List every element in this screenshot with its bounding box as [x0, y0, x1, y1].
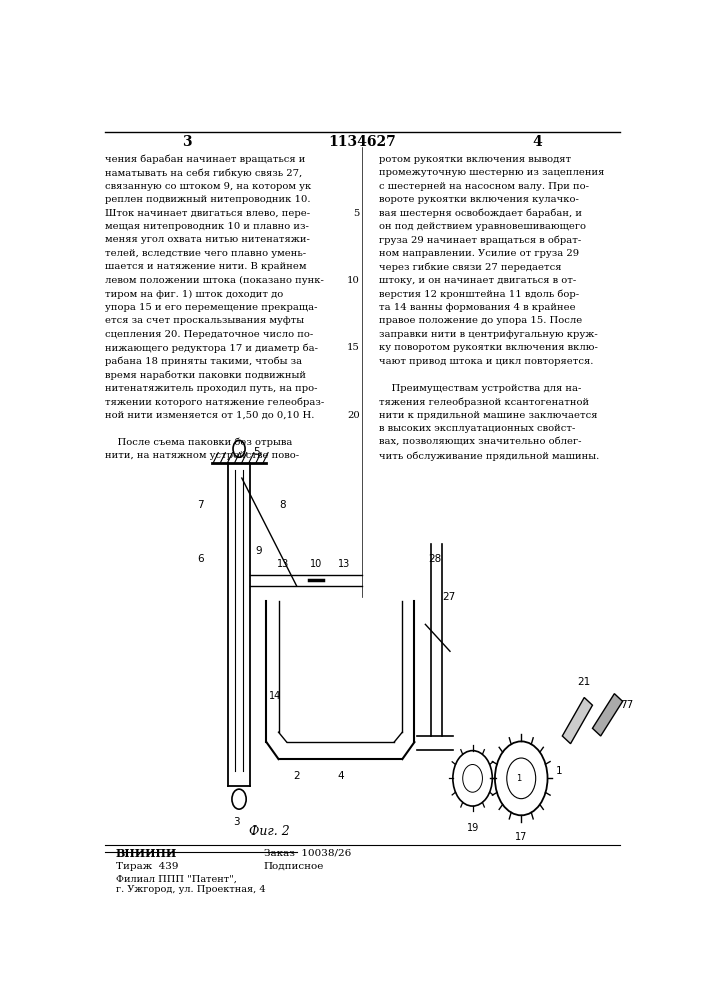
Text: мещая нитепроводник 10 и плавно из-: мещая нитепроводник 10 и плавно из- — [105, 222, 309, 231]
Text: 10: 10 — [310, 559, 322, 569]
Text: промежуточную шестерню из зацепления: промежуточную шестерню из зацепления — [379, 168, 604, 177]
Text: 28: 28 — [428, 554, 441, 564]
Text: Тираж  439: Тираж 439 — [116, 862, 178, 871]
Text: 13: 13 — [338, 559, 350, 569]
Text: 1134627: 1134627 — [329, 135, 396, 149]
Text: наматывать на себя гибкую связь 27,: наматывать на себя гибкую связь 27, — [105, 168, 302, 178]
Text: верстия 12 кронштейна 11 вдоль бор-: верстия 12 кронштейна 11 вдоль бор- — [379, 289, 579, 299]
Text: 2: 2 — [293, 771, 300, 781]
Text: 1: 1 — [556, 766, 562, 776]
Text: 19: 19 — [467, 823, 479, 833]
Text: связанную со штоком 9, на котором ук: связанную со штоком 9, на котором ук — [105, 182, 311, 191]
Text: 13: 13 — [276, 559, 289, 569]
Text: тяжении которого натяжение гелеобраз-: тяжении которого натяжение гелеобраз- — [105, 397, 324, 407]
Polygon shape — [592, 694, 623, 736]
Text: нити к прядильной машине заключается: нити к прядильной машине заключается — [379, 411, 597, 420]
Text: телей, вследствие чего плавно умень-: телей, вследствие чего плавно умень- — [105, 249, 306, 258]
Text: в высоких эксплуатационных свойст-: в высоких эксплуатационных свойст- — [379, 424, 575, 433]
Text: 1: 1 — [516, 774, 521, 783]
Text: 21: 21 — [578, 677, 591, 687]
Text: ной нити изменяется от 1,50 до 0,10 Н.: ной нити изменяется от 1,50 до 0,10 Н. — [105, 411, 314, 420]
Text: тяжения гелеобразной ксантогенатной: тяжения гелеобразной ксантогенатной — [379, 397, 589, 407]
Text: 17: 17 — [515, 832, 527, 842]
Text: время наработки паковки подвижный: время наработки паковки подвижный — [105, 370, 306, 380]
Text: тиром на фиг. 1) шток доходит до: тиром на фиг. 1) шток доходит до — [105, 289, 283, 299]
Text: заправки нити в центрифугальную круж-: заправки нити в центрифугальную круж- — [379, 330, 597, 339]
Text: Шток начинает двигаться влево, пере-: Шток начинает двигаться влево, пере- — [105, 209, 310, 218]
Text: Преимуществам устройства для на-: Преимуществам устройства для на- — [379, 384, 581, 393]
Text: Фиг. 2: Фиг. 2 — [249, 825, 290, 838]
Text: 15: 15 — [346, 343, 360, 352]
Text: нижающего редуктора 17 и диаметр ба-: нижающего редуктора 17 и диаметр ба- — [105, 343, 318, 353]
Text: 3: 3 — [182, 135, 192, 149]
Text: реплен подвижный нитепроводник 10.: реплен подвижный нитепроводник 10. — [105, 195, 310, 204]
Text: 4: 4 — [533, 135, 542, 149]
Text: через гибкие связи 27 передается: через гибкие связи 27 передается — [379, 262, 561, 272]
Text: 5: 5 — [354, 209, 360, 218]
Text: После съема паковки без отрыва: После съема паковки без отрыва — [105, 438, 292, 447]
Text: нитенатяжитель проходил путь, на про-: нитенатяжитель проходил путь, на про- — [105, 384, 317, 393]
Text: чения барабан начинает вращаться и: чения барабан начинает вращаться и — [105, 155, 305, 164]
Polygon shape — [562, 698, 592, 744]
Text: меняя угол охвата нитью нитенатяжи-: меняя угол охвата нитью нитенатяжи- — [105, 235, 310, 244]
Text: Заказ  10038/26: Заказ 10038/26 — [264, 848, 351, 857]
Text: 77: 77 — [620, 700, 633, 710]
Text: Филиал ППП "Патент",: Филиал ППП "Патент", — [116, 875, 237, 884]
Text: 7: 7 — [197, 500, 204, 510]
Text: правое положение до упора 15. После: правое положение до упора 15. После — [379, 316, 582, 325]
Text: с шестерней на насосном валу. При по-: с шестерней на насосном валу. При по- — [379, 182, 589, 191]
Text: штоку, и он начинает двигаться в от-: штоку, и он начинает двигаться в от- — [379, 276, 576, 285]
Text: вая шестерня освобождает барабан, и: вая шестерня освобождает барабан, и — [379, 209, 582, 218]
Text: ку поворотом рукоятки включения вклю-: ку поворотом рукоятки включения вклю- — [379, 343, 597, 352]
Text: 8: 8 — [279, 500, 286, 510]
Text: 6: 6 — [197, 554, 204, 564]
Text: 10: 10 — [346, 276, 360, 285]
Text: левом положении штока (показано пунк-: левом положении штока (показано пунк- — [105, 276, 324, 285]
Text: вороте рукоятки включения кулачко-: вороте рукоятки включения кулачко- — [379, 195, 578, 204]
Text: ротом рукоятки включения выводят: ротом рукоятки включения выводят — [379, 155, 571, 164]
Text: вах, позволяющих значительно облег-: вах, позволяющих значительно облег- — [379, 438, 581, 447]
Text: чить обслуживание прядильной машины.: чить обслуживание прядильной машины. — [379, 451, 599, 461]
Text: ВНИИПИ: ВНИИПИ — [116, 848, 177, 859]
Text: Подписное: Подписное — [264, 862, 324, 871]
Text: он под действием уравновешивающего: он под действием уравновешивающего — [379, 222, 586, 231]
Text: груза 29 начинает вращаться в обрат-: груза 29 начинает вращаться в обрат- — [379, 235, 581, 245]
Text: упора 15 и его перемещение прекраща-: упора 15 и его перемещение прекраща- — [105, 303, 317, 312]
Text: ется за счет проскальзывания муфты: ется за счет проскальзывания муфты — [105, 316, 304, 325]
Text: чают привод штока и цикл повторяется.: чают привод штока и цикл повторяется. — [379, 357, 593, 366]
Text: сцепления 20. Передаточное число по-: сцепления 20. Передаточное число по- — [105, 330, 313, 339]
Text: шается и натяжение нити. В крайнем: шается и натяжение нити. В крайнем — [105, 262, 306, 271]
Text: 20: 20 — [347, 411, 360, 420]
Text: 9: 9 — [255, 546, 262, 556]
Text: та 14 ванны формования 4 в крайнее: та 14 ванны формования 4 в крайнее — [379, 303, 575, 312]
Text: ном направлении. Усилие от груза 29: ном направлении. Усилие от груза 29 — [379, 249, 579, 258]
Text: 5: 5 — [253, 447, 259, 457]
Text: 4: 4 — [337, 771, 344, 781]
Text: г. Ужгород, ул. Проектная, 4: г. Ужгород, ул. Проектная, 4 — [116, 885, 265, 894]
Text: 27: 27 — [442, 592, 455, 602]
Text: нити, на натяжном устройстве пово-: нити, на натяжном устройстве пово- — [105, 451, 299, 460]
Text: 14: 14 — [269, 691, 281, 701]
Text: 3: 3 — [233, 817, 240, 827]
Text: рабана 18 приняты такими, чтобы за: рабана 18 приняты такими, чтобы за — [105, 357, 302, 366]
